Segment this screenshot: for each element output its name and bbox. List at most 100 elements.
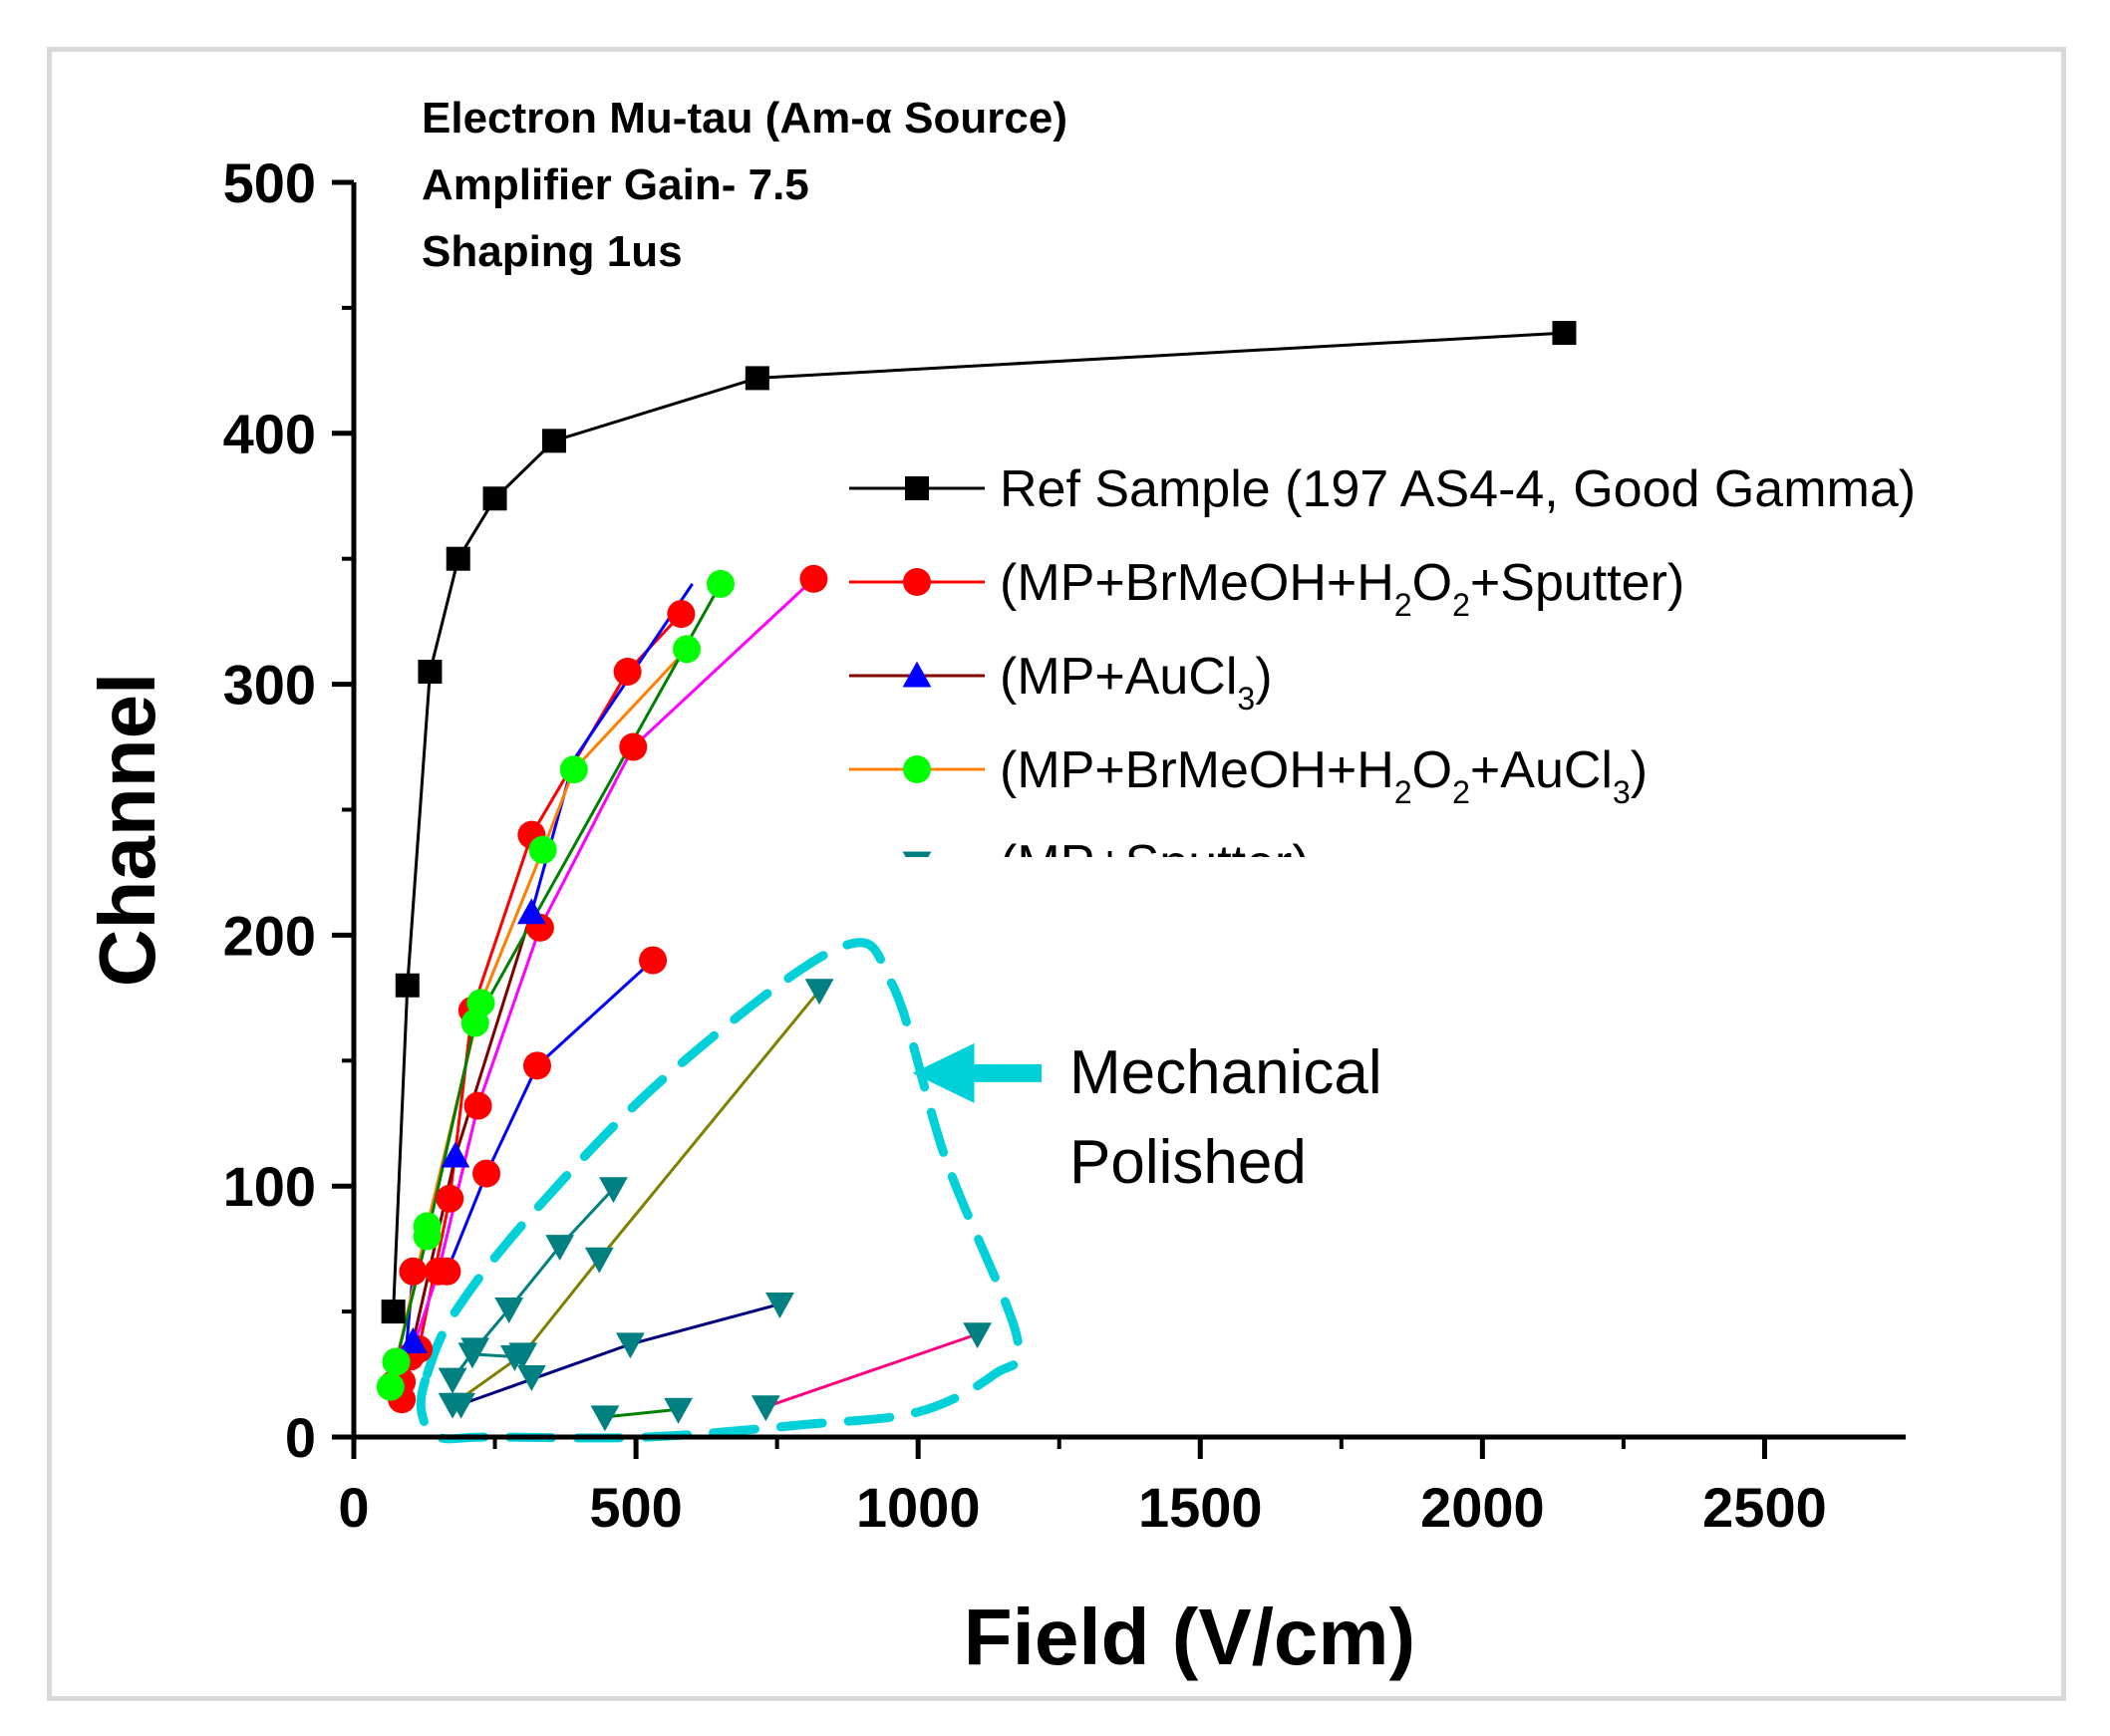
legend-marker xyxy=(902,661,932,688)
data-point xyxy=(494,1298,524,1323)
legend-label-part: (MP+Sputter) xyxy=(1000,835,1310,893)
data-point xyxy=(664,1397,693,1424)
legend-marker xyxy=(905,476,929,500)
x-tick-label: 2000 xyxy=(1420,1476,1545,1539)
data-point xyxy=(799,564,828,593)
legend-label: Ref Sample (197 AS4-4, Good Gamma) xyxy=(1000,460,1916,518)
data-point xyxy=(590,1405,620,1432)
legend-label-part: O xyxy=(1412,741,1452,799)
data-point xyxy=(541,429,566,453)
legend-label-part: 2 xyxy=(1394,587,1412,623)
series-markers xyxy=(590,1397,693,1432)
data-point xyxy=(584,1247,614,1274)
legend-label: (MP+AuCl3) xyxy=(1000,648,1273,717)
series-markers xyxy=(751,1322,993,1422)
series-markers xyxy=(381,321,1577,1324)
series-line xyxy=(392,331,1565,1312)
legend-label-part: 3 xyxy=(1613,774,1631,810)
data-point xyxy=(745,366,769,391)
data-point xyxy=(376,1372,405,1401)
data-point xyxy=(619,732,648,761)
legend-label-part: 2 xyxy=(1452,587,1470,623)
data-point xyxy=(765,1293,794,1318)
legend-label: (MP+BrMeOH+H2O2+Sputter) xyxy=(1000,554,1684,623)
series-line xyxy=(389,648,689,1387)
data-point xyxy=(446,546,470,571)
y-tick-label: 300 xyxy=(223,654,316,717)
data-point xyxy=(418,660,443,685)
data-point xyxy=(667,600,696,629)
data-point xyxy=(707,569,736,598)
legend-label-part: +AuCl xyxy=(1470,741,1613,799)
data-point xyxy=(395,973,420,998)
legend-marker xyxy=(903,568,931,596)
x-tick-label: 2500 xyxy=(1702,1476,1827,1539)
y-tick-label: 200 xyxy=(223,904,316,967)
series-group xyxy=(529,583,694,914)
legend-label-part: ) xyxy=(1255,648,1272,706)
data-point xyxy=(963,1322,993,1349)
series-line xyxy=(452,989,821,1406)
data-point xyxy=(804,979,834,1006)
series-line xyxy=(764,1332,979,1409)
series-group xyxy=(392,331,1565,1312)
x-axis-title: Field (V/cm) xyxy=(964,1592,1415,1681)
callout-text: Polished xyxy=(1069,1128,1307,1197)
series-group xyxy=(764,1332,979,1409)
data-point xyxy=(433,1257,461,1286)
callout-arrow-head xyxy=(912,1042,975,1103)
data-point xyxy=(673,635,702,664)
data-point xyxy=(516,898,546,925)
callout-text: Mechanical xyxy=(1069,1038,1382,1107)
data-point xyxy=(1552,321,1577,346)
legend-marker xyxy=(902,851,932,857)
legend: Ref Sample (197 AS4-4, Good Gamma) (MP+Br… xyxy=(849,460,1916,893)
series-group xyxy=(452,989,821,1406)
legend-label-part: 3 xyxy=(1237,681,1255,717)
y-tick-label: 500 xyxy=(223,151,316,214)
data-point xyxy=(457,1342,487,1369)
data-point xyxy=(413,1222,442,1251)
data-point xyxy=(545,1235,575,1262)
x-tick-label: 500 xyxy=(589,1476,682,1539)
series-line xyxy=(604,1407,679,1419)
x-tick-label: 1000 xyxy=(856,1476,981,1539)
series-markers xyxy=(457,1342,546,1391)
data-point xyxy=(441,1141,470,1168)
legend-label-part: 2 xyxy=(1452,774,1470,810)
data-point xyxy=(482,486,507,511)
y-tick-label: 400 xyxy=(223,403,316,465)
series-markers xyxy=(399,898,546,1353)
data-point xyxy=(460,1009,489,1037)
y-axis-title: Channel xyxy=(83,673,171,988)
legend-label-part: (MP+BrMeOH+H xyxy=(1000,554,1394,612)
legend-label-part: Ref Sample (197 AS4-4, Good Gamma) xyxy=(1000,460,1916,518)
series-markers xyxy=(382,569,736,1376)
data-point xyxy=(399,1257,428,1286)
data-point xyxy=(472,1159,501,1188)
legend-label: (MP+Sputter) xyxy=(1000,835,1310,893)
legend-label-part: +Sputter) xyxy=(1470,554,1684,612)
legend-label-part: O xyxy=(1412,554,1452,612)
data-point xyxy=(499,1344,529,1371)
data-point xyxy=(399,1326,428,1353)
series-group xyxy=(395,583,723,1362)
x-tick-label: 1500 xyxy=(1138,1476,1263,1539)
series-group xyxy=(604,1407,679,1419)
data-point xyxy=(447,1392,475,1419)
series-markers xyxy=(447,1293,794,1419)
data-point xyxy=(528,835,557,864)
legend-label-part: (MP+BrMeOH+H xyxy=(1000,741,1394,799)
data-point xyxy=(438,1367,467,1394)
chart-note: Shaping 1us xyxy=(422,227,683,276)
data-point xyxy=(559,755,588,784)
chart-note: Amplifier Gain- 7.5 xyxy=(422,160,809,209)
data-point xyxy=(599,1177,628,1204)
data-point xyxy=(639,946,668,975)
legend-label-part: (MP+AuCl xyxy=(1000,648,1237,706)
series-line xyxy=(529,583,694,914)
data-point xyxy=(616,1332,645,1359)
data-point xyxy=(613,658,642,687)
chart-note: Electron Mu-tau (Am-α Source) xyxy=(422,94,1067,143)
